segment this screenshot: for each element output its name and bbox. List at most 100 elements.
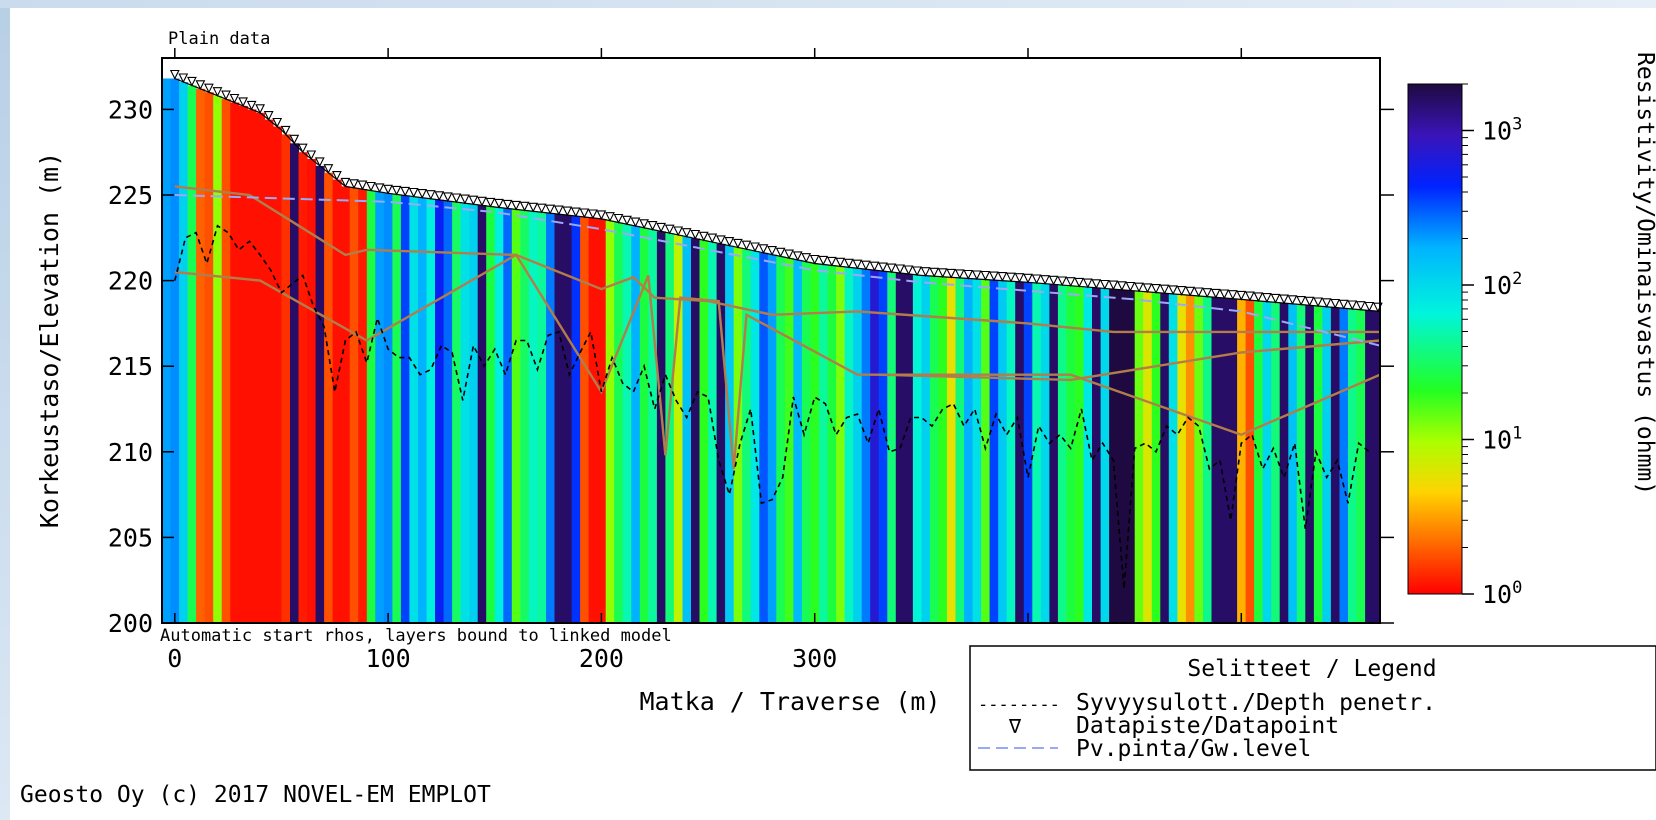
resistivity-column — [588, 218, 598, 623]
resistivity-column — [861, 269, 871, 623]
legend-label-datapoint: Datapiste/Datapoint — [1076, 713, 1339, 739]
datapoint-marker — [733, 238, 743, 249]
x-tick-label: 0 — [167, 644, 182, 673]
resistivity-column — [819, 264, 829, 623]
resistivity-column — [1117, 289, 1127, 623]
resistivity-column — [358, 189, 368, 623]
colorbar-tick-label: 103 — [1482, 115, 1522, 146]
resistivity-column — [1348, 309, 1358, 623]
datapoint-marker — [400, 186, 411, 197]
resistivity-column — [349, 187, 359, 623]
resistivity-column — [537, 212, 547, 623]
colorbar-frame — [1407, 83, 1463, 595]
resistivity-column — [511, 209, 521, 623]
resistivity-column — [307, 159, 317, 623]
datapoint-marker — [724, 237, 735, 247]
x-tick-label: 200 — [579, 644, 624, 673]
resistivity-column — [691, 238, 701, 623]
resistivity-column — [1322, 306, 1332, 623]
resistivity-column — [981, 279, 991, 623]
datapoint-marker — [963, 269, 974, 280]
datapoint-marker — [553, 205, 564, 216]
datapoint-marker — [195, 80, 206, 91]
resistivity-column — [656, 231, 666, 623]
resistivity-column — [853, 268, 863, 623]
resistivity-column — [921, 275, 931, 623]
datapoint-marker — [1338, 299, 1349, 310]
plot-area: 0100200300400500200205210215220225230 — [108, 48, 1394, 673]
resistivity-column — [1279, 303, 1289, 623]
resistivity-column — [341, 186, 351, 623]
resistivity-column — [844, 267, 854, 623]
resistivity-column — [1288, 303, 1298, 623]
y-tick-label: 220 — [108, 267, 153, 296]
datapoint-marker — [1091, 279, 1102, 290]
datapoint-marker — [332, 171, 342, 181]
resistivity-column — [639, 227, 649, 623]
resistivity-column — [998, 280, 1008, 623]
datapoint-marker — [920, 267, 931, 277]
resistivity-column — [605, 220, 615, 623]
datapoint-marker — [417, 189, 428, 199]
datapoint-marker — [681, 228, 692, 238]
datapoint-marker — [485, 197, 496, 208]
datapoint-marker — [878, 262, 888, 273]
datapoint-marker — [1245, 291, 1255, 302]
resistivity-column — [255, 112, 265, 623]
datapoint-marker — [263, 111, 274, 121]
datapoint-marker — [784, 249, 794, 260]
datapoint-marker — [204, 83, 214, 94]
datapoint-marker — [408, 187, 419, 198]
resistivity-column — [392, 194, 402, 623]
resistivity-column — [1075, 286, 1085, 623]
legend-box: Selitteet / Legend -------- Syvyysulott.… — [969, 645, 1656, 771]
datapoint-marker — [1040, 275, 1050, 285]
datapoint-marker — [229, 93, 240, 104]
datapoint-marker — [1262, 293, 1272, 303]
datapoint-marker — [383, 184, 393, 195]
datapoint-marker — [588, 209, 598, 220]
resistivity-column — [179, 82, 189, 623]
resistivity-column — [1134, 291, 1144, 623]
datapoint-marker — [1168, 285, 1178, 296]
resistivity-column — [597, 218, 607, 623]
resistivity-column — [1194, 296, 1204, 623]
datapoint-marker — [1347, 300, 1358, 311]
resistivity-column — [929, 276, 939, 623]
datapoint-marker — [451, 193, 462, 204]
resistivity-column — [213, 95, 223, 623]
resistivity-column — [801, 261, 811, 623]
y-tick-label: 215 — [108, 352, 153, 381]
datapoint-marker — [1134, 282, 1144, 293]
resistivity-column — [878, 271, 888, 623]
resistivity-column — [673, 235, 683, 623]
y-tick-label: 210 — [108, 438, 153, 467]
resistivity-column — [452, 202, 462, 623]
resistivity-column — [1313, 306, 1323, 623]
resistivity-column — [784, 258, 794, 623]
datapoint-marker — [997, 272, 1008, 282]
resistivity-column — [443, 200, 453, 623]
datapoint-marker — [1313, 297, 1323, 308]
datapoint-marker — [391, 185, 402, 196]
legend-label-gwlevel: Pv.pinta/Gw.level — [1076, 736, 1311, 762]
datapoint-marker — [1279, 294, 1289, 305]
datapoint-marker — [212, 87, 223, 97]
datapoint-marker — [835, 257, 846, 268]
colorbar-tick-label: 102 — [1482, 269, 1522, 300]
datapoint-marker — [579, 208, 590, 219]
x-tick-label: 100 — [366, 644, 411, 673]
resistivity-column — [409, 196, 419, 623]
resistivity-column — [1057, 285, 1067, 623]
depth-penetration-line — [174, 224, 1370, 589]
datapoint-marker — [1082, 278, 1093, 289]
layer-boundary-3 — [878, 339, 1380, 382]
datapoint-marker — [826, 256, 837, 267]
datapoint-marker — [1253, 292, 1264, 303]
datapoint-marker — [946, 268, 957, 279]
datapoint-marker — [519, 201, 530, 212]
resistivity-column — [554, 214, 564, 623]
resistivity-column — [827, 265, 837, 623]
window-top-edge — [0, 0, 1656, 8]
